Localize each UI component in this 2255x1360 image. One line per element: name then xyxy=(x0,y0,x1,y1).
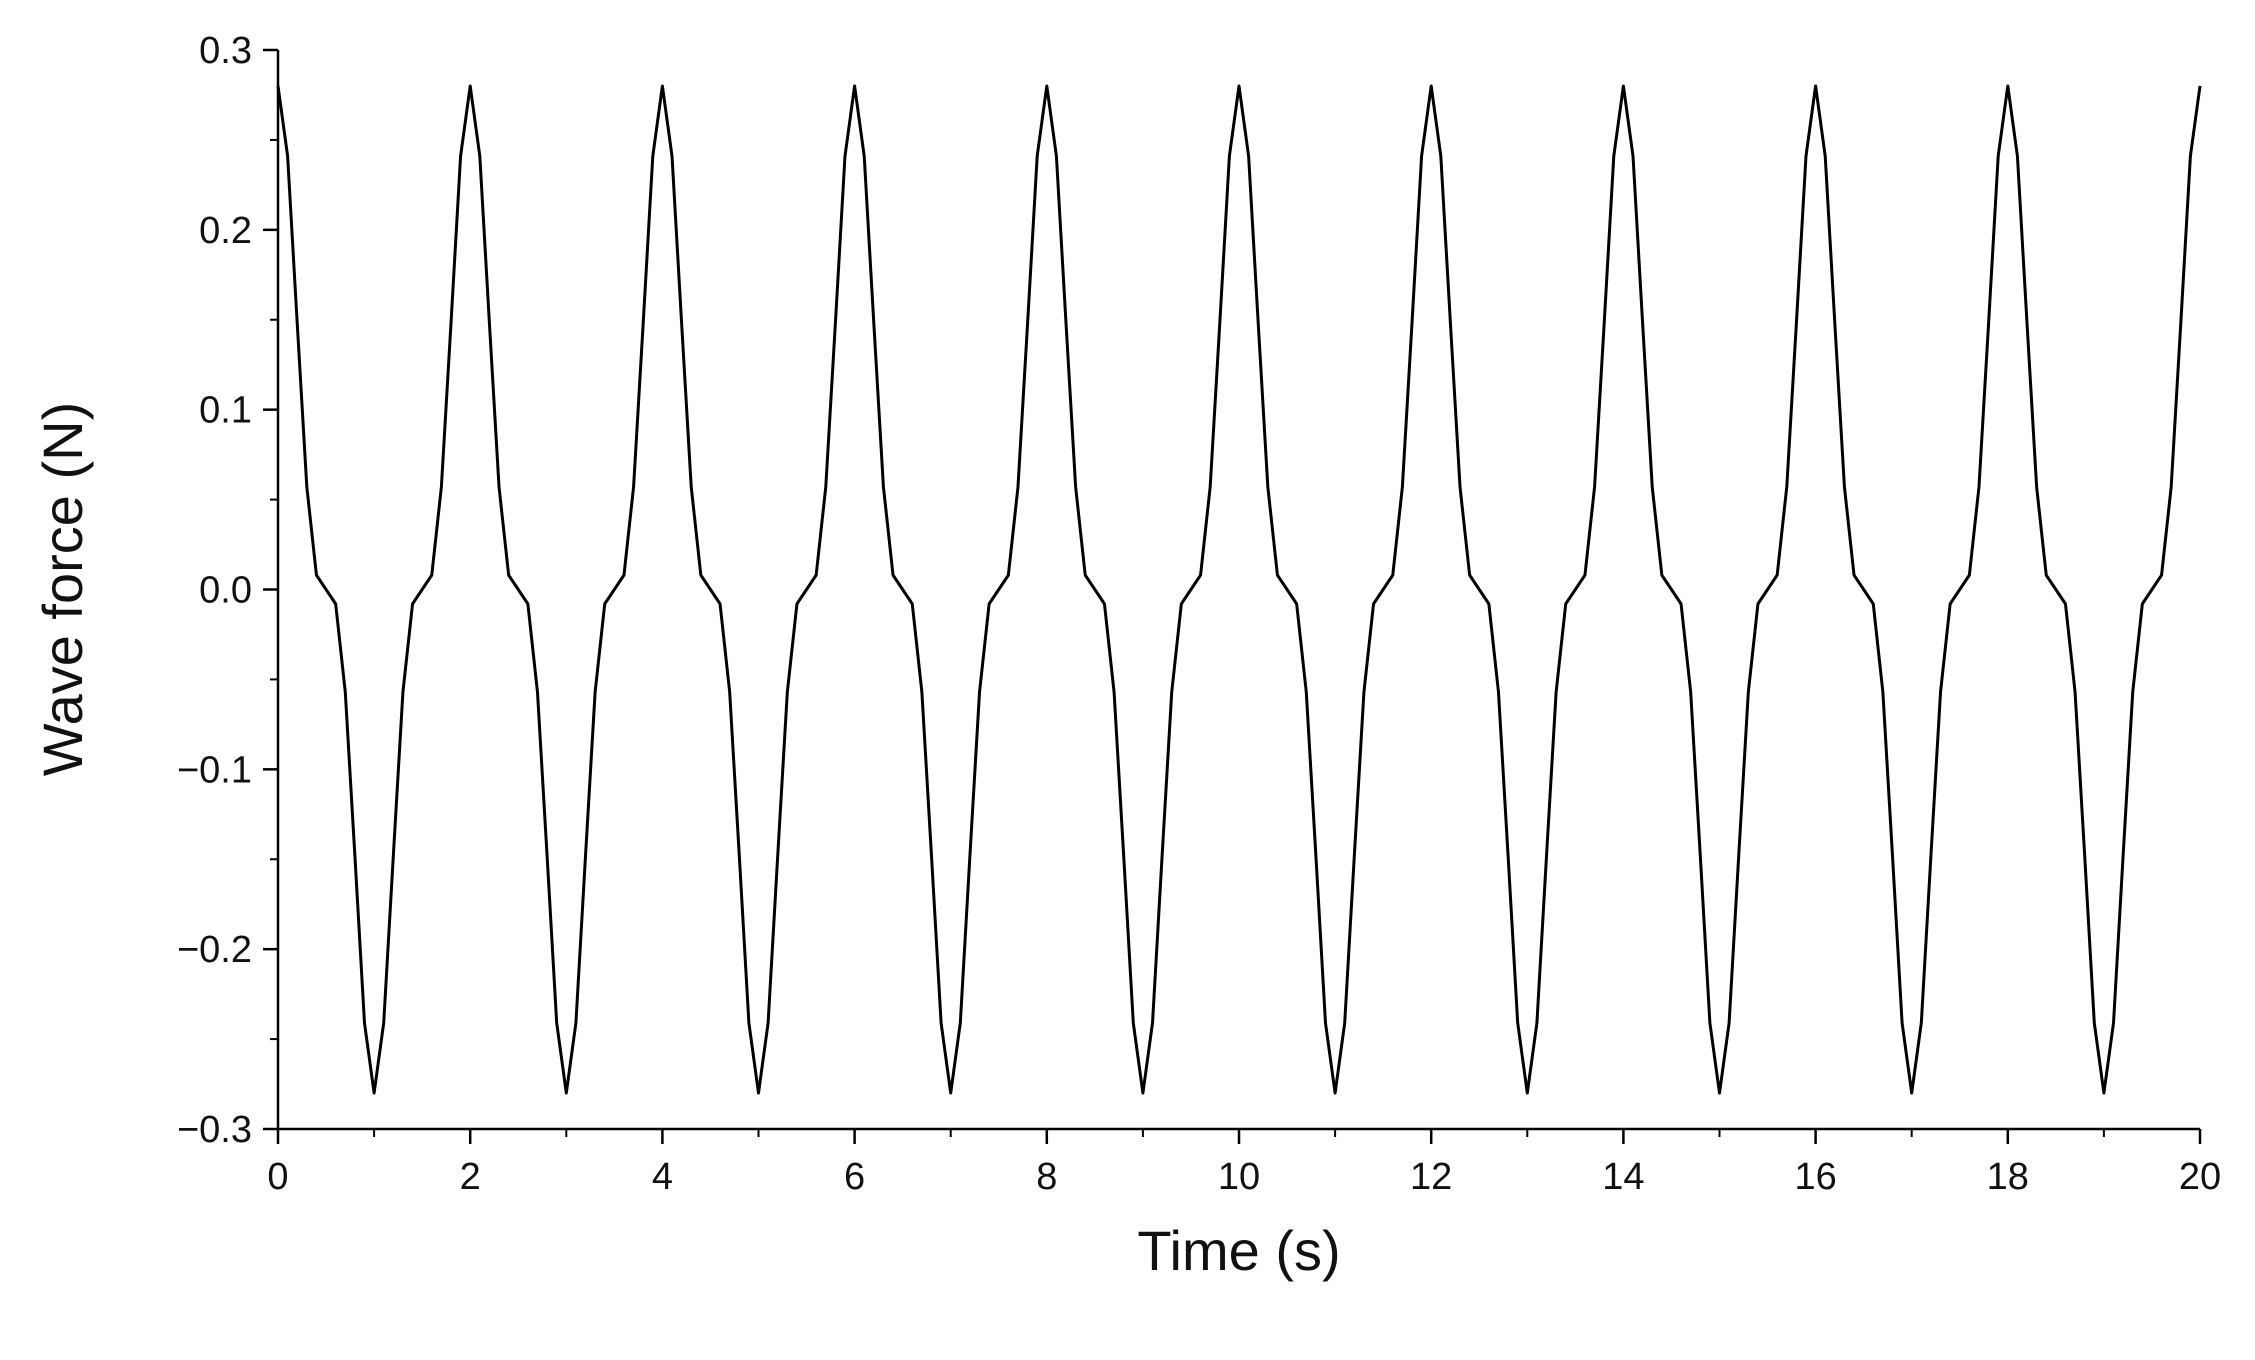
x-tick-label: 2 xyxy=(460,1156,481,1198)
x-axis-label: Time (s) xyxy=(1137,1219,1340,1282)
x-tick-label: 0 xyxy=(267,1156,288,1198)
y-tick-label: 0.3 xyxy=(199,30,252,72)
y-tick-label: 0.2 xyxy=(199,210,252,252)
x-tick-label: 4 xyxy=(652,1156,673,1198)
y-tick-label: −0.2 xyxy=(177,929,252,971)
y-tick-label: −0.1 xyxy=(177,749,252,791)
y-tick-label: −0.3 xyxy=(177,1109,252,1151)
y-tick-label: 0.1 xyxy=(199,390,252,432)
x-tick-label: 16 xyxy=(1794,1156,1836,1198)
x-tick-label: 20 xyxy=(2179,1156,2221,1198)
y-axis-label: Wave force (N) xyxy=(31,402,94,776)
data-line xyxy=(276,84,2202,1095)
x-tick-label: 6 xyxy=(844,1156,865,1198)
x-tick-label: 10 xyxy=(1218,1156,1260,1198)
x-tick-label: 18 xyxy=(1987,1156,2029,1198)
y-tick-label: 0.0 xyxy=(199,570,252,612)
x-tick-label: 8 xyxy=(1036,1156,1057,1198)
x-tick-label: 12 xyxy=(1410,1156,1452,1198)
x-tick-label: 14 xyxy=(1602,1156,1644,1198)
